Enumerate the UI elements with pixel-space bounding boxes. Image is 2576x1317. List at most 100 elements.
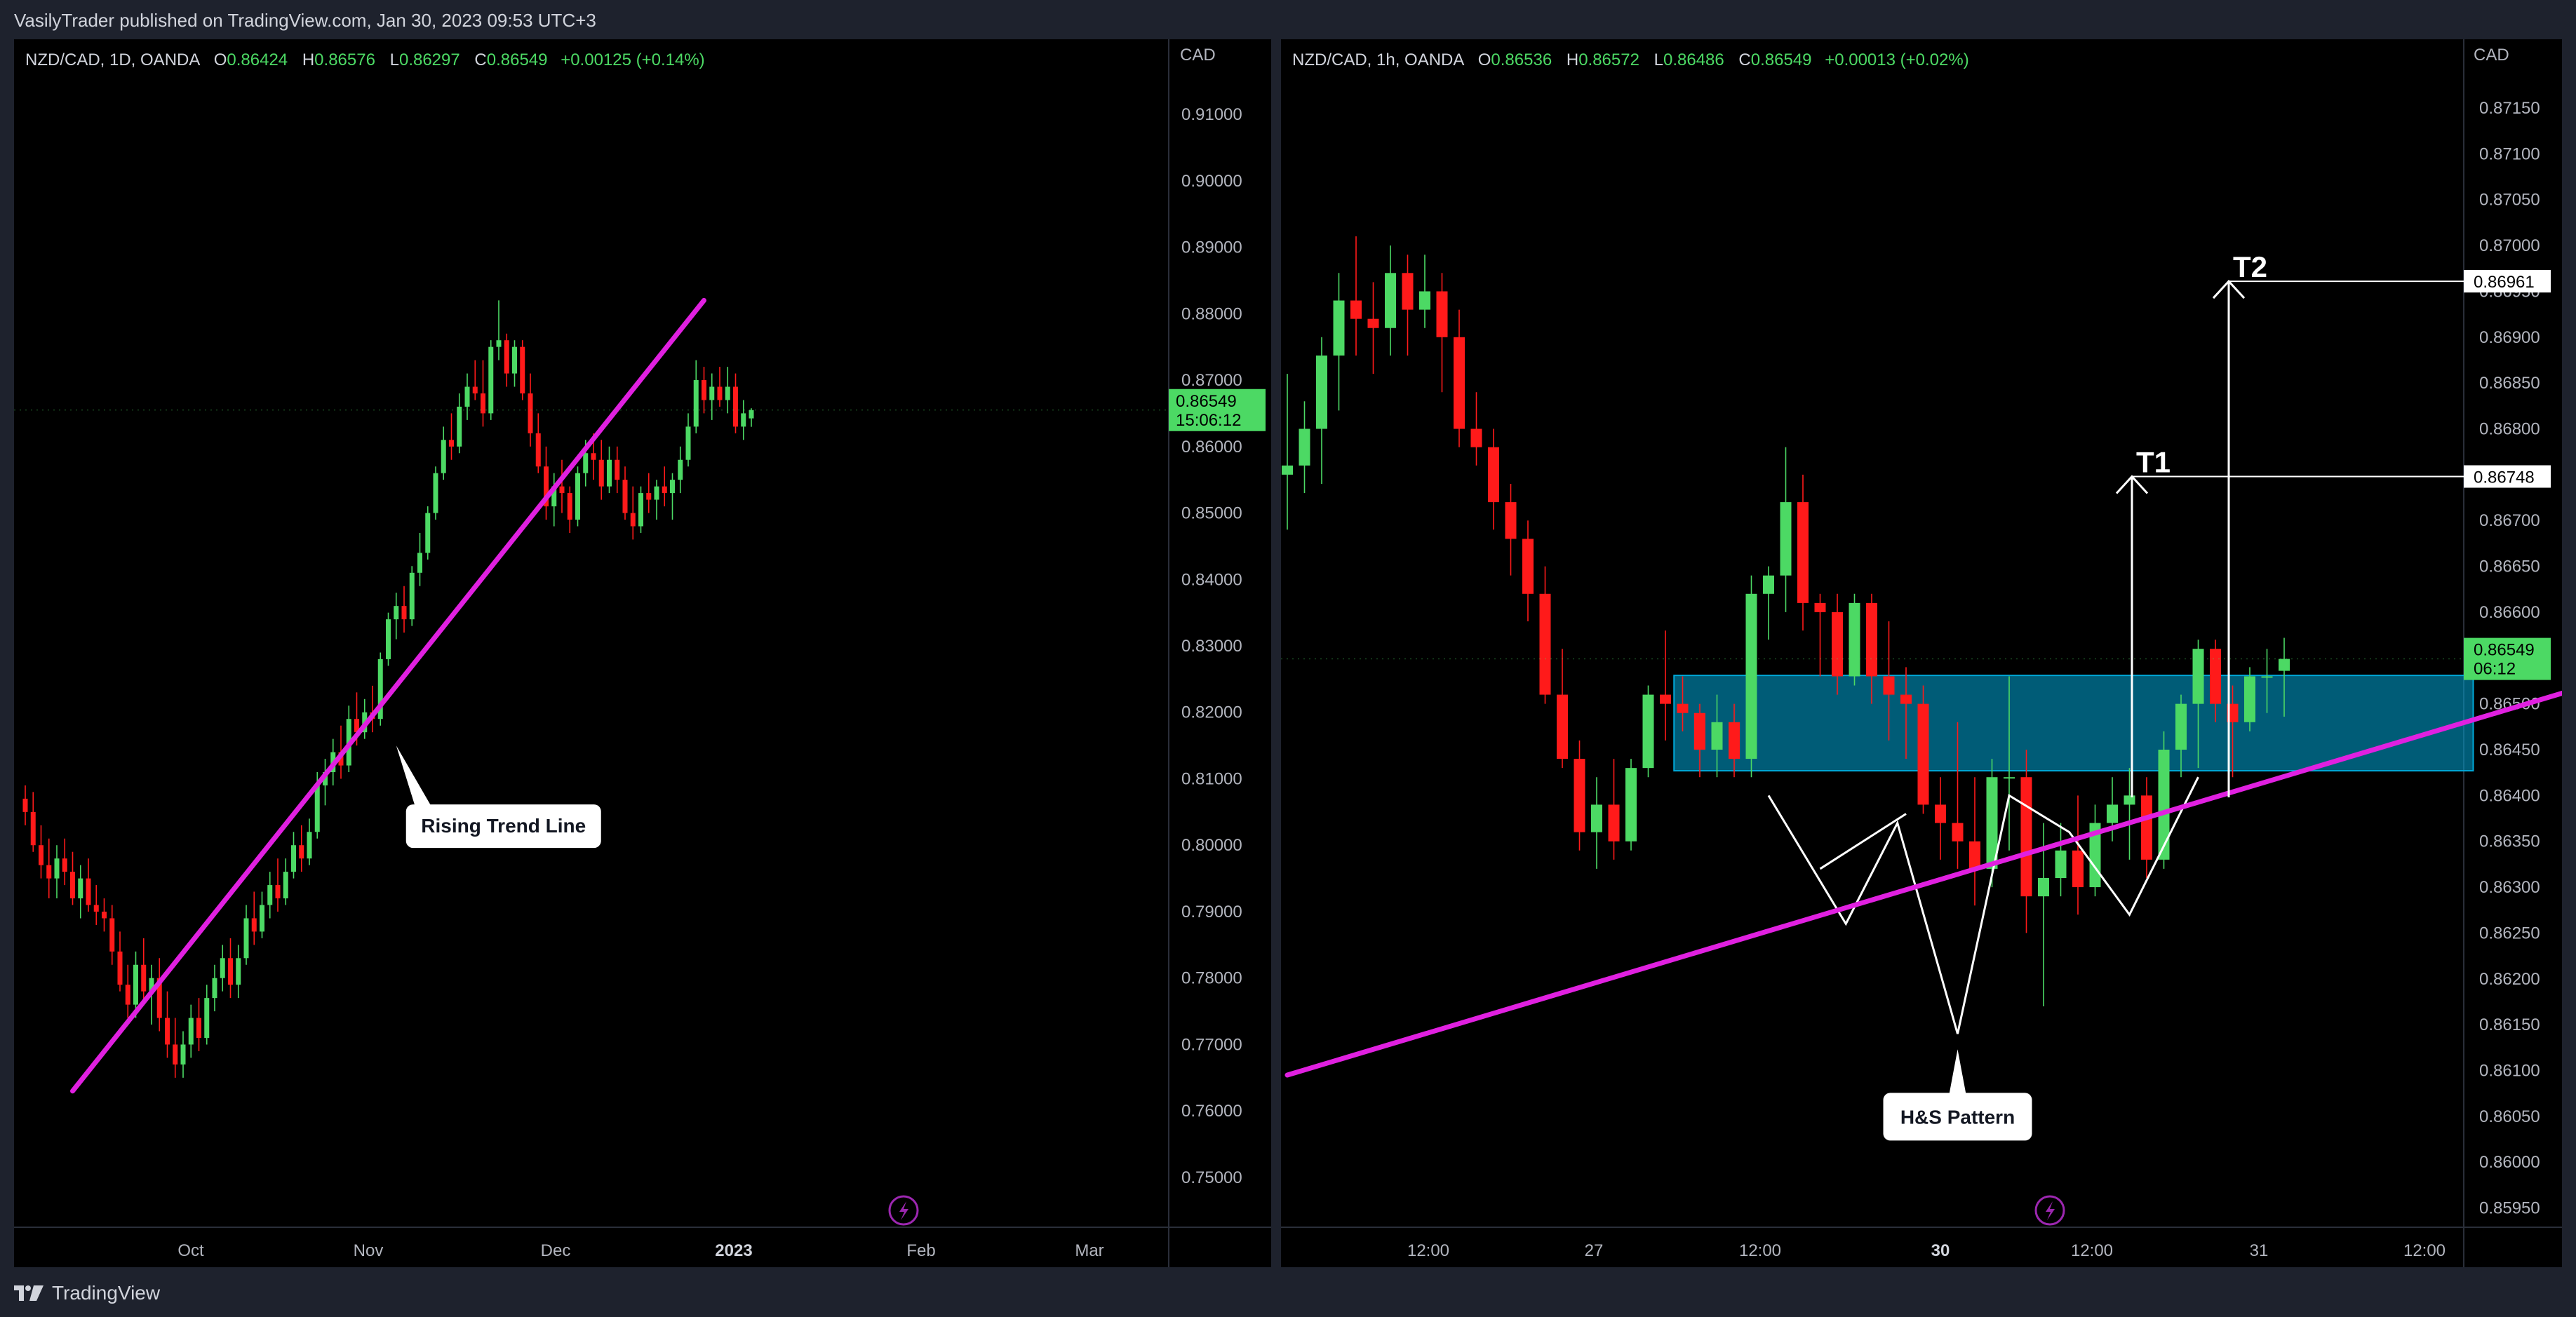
daily-candle [22,798,28,812]
tradingview-brand: TradingView [52,1282,161,1304]
hourly-candle [2020,777,2032,897]
trend-callout-pointer [396,745,433,809]
hourly-price-tick: 0.86050 [2479,1107,2540,1126]
daily-time-tick: 2023 [715,1241,752,1260]
daily-candle [291,845,296,872]
daily-symbol: NZD/CAD, 1D, OANDA [25,50,200,69]
publisher-bar: VasilyTrader published on TradingView.co… [0,0,2576,39]
hourly-candle [1488,447,1499,503]
daily-candle [46,865,52,879]
daily-candle [243,918,249,959]
daily-chart-pane[interactable]: CAD 0.91000 0.90000 0.89000 0.88000 0.87000 0.… [14,39,1271,1267]
daily-candle [196,1018,201,1038]
target-label: T1 [2136,445,2171,478]
hourly-price-tick: 0.86000 [2479,1153,2540,1172]
daily-candle [472,386,478,393]
daily-candle [165,1018,170,1045]
pattern-callout-pointer [1949,1049,1966,1095]
hourly-time-tick: 27 [1585,1241,1604,1260]
daily-chart-canvas[interactable]: CAD 0.91000 0.90000 0.89000 0.88000 0.87000 0.… [14,39,1271,1267]
daily-candle [394,606,399,620]
daily-candle [275,885,281,899]
daily-price-tick: 0.78000 [1181,969,1242,988]
hourly-close-label: C [1738,50,1751,69]
hourly-candle [1780,502,1792,576]
pane-divider[interactable] [1271,39,1281,1267]
hourly-candle [1832,612,1843,677]
daily-candle [591,453,596,460]
daily-candle [102,911,107,919]
daily-candle [236,958,241,985]
hourly-candle [1350,300,1362,319]
pattern-callout-label: H&S Pattern [1900,1106,2015,1128]
hourly-candle [1436,291,1448,337]
daily-candle [496,340,502,347]
rising-trend-line [70,297,706,1094]
daily-candle [377,658,383,720]
daily-candle [544,466,549,507]
hourly-candle [1574,759,1585,832]
hourly-price-tick: 0.85950 [2479,1199,2540,1218]
daily-price-tick: 0.86000 [1181,438,1242,457]
daily-candle [109,918,115,952]
hourly-candle [1814,602,1826,612]
daily-candle [386,619,391,659]
hourly-candle [1505,502,1517,539]
daily-price-tick: 0.85000 [1181,504,1242,523]
hourly-symbol: NZD/CAD, 1h, OANDA [1292,50,1464,69]
daily-price-tick: 0.90000 [1181,172,1242,191]
hourly-chart-canvas[interactable]: CAD0.871500.871000.870500.870000.869500.… [1281,39,2562,1267]
tradingview-logo[interactable]: TradingView [14,1282,160,1304]
tradingview-logo-icon [14,1285,43,1301]
daily-candle [662,486,667,494]
hourly-candle [1729,722,1740,759]
hourly-time-tick: 12:00 [1407,1241,1449,1260]
neckline-stroke [1819,813,1907,870]
hourly-candle [1608,804,1620,842]
hourly-candle [1642,694,1654,769]
hourly-chart-pane[interactable]: CAD0.871500.871000.870500.870000.869500.… [1281,39,2562,1267]
hourly-time-tick: 12:00 [2071,1241,2113,1260]
daily-candle [156,978,162,1018]
hourly-candle [2038,877,2049,897]
daily-time-tick: Feb [906,1241,935,1260]
daily-time-tick: Dec [541,1241,571,1260]
hourly-price-tick: 0.86400 [2479,786,2540,805]
replay-badge-icon [2034,1195,2065,1226]
daily-candle [54,858,60,879]
daily-price-tick: 0.89000 [1181,238,1242,257]
hourly-candle [1419,291,1430,310]
daily-candle [504,340,509,374]
hourly-time-tick: 31 [2250,1241,2269,1260]
daily-candle [251,918,257,932]
hourly-candle [1763,575,1774,594]
hourly-candle [1333,300,1345,356]
daily-candle [117,951,123,985]
lightning-icon [2046,1201,2055,1220]
hourly-price-tick: 0.86150 [2479,1015,2540,1034]
hourly-candle [1367,318,1379,328]
hourly-candle [1316,355,1327,429]
hourly-candle [2175,703,2187,750]
hourly-candle [1299,428,1310,466]
daily-high-value: 0.86576 [314,50,375,69]
daily-candle [417,553,422,573]
hourly-candle [1711,722,1723,750]
hourly-candle [1935,804,1946,823]
hourly-candle [1522,539,1534,594]
daily-candle [607,459,612,487]
target-price-tag [2464,270,2551,293]
support-zone [1673,675,2474,772]
hourly-candle [2261,676,2273,678]
daily-close-label: C [474,50,487,69]
hourly-candle [2072,850,2084,888]
daily-candle [149,978,154,992]
hourly-candle [1539,593,1551,695]
daily-low-value: 0.86297 [398,50,460,69]
daily-candle [93,905,99,912]
daily-time-tick: Mar [1075,1241,1103,1260]
hourly-candle [1385,273,1396,328]
daily-candle [441,440,446,473]
target-price: 0.86748 [2474,468,2535,487]
hourly-price-tick: 0.87100 [2479,144,2540,163]
